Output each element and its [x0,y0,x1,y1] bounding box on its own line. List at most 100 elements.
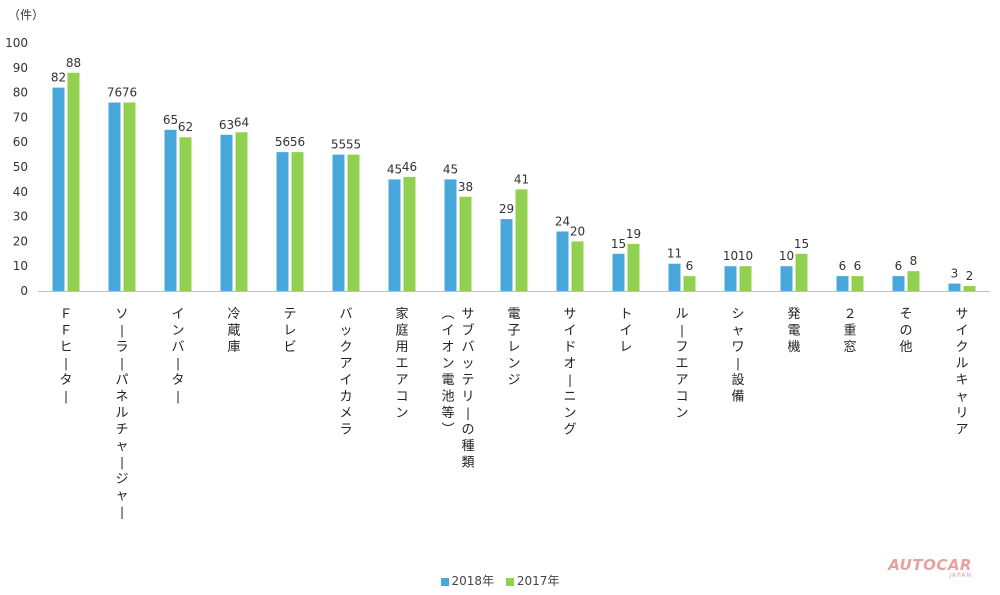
y-tick-label: 60 [13,135,28,149]
category-label: サイドオ|ニング [563,307,576,438]
data-label-2017: 6 [686,259,694,273]
bar-2018 [164,129,177,291]
bar-2017 [67,72,80,291]
y-tick-label: 40 [13,185,28,199]
data-label-2017: 8 [910,254,918,268]
data-label-2017: 38 [458,180,473,194]
data-label-2018: 29 [499,202,514,216]
bar-2017 [179,137,192,291]
bar-2017 [235,132,248,291]
data-label-2017: 76 [122,86,137,100]
data-label-2018: 10 [723,249,738,263]
y-tick-label: 90 [13,61,28,75]
bar-series [52,72,976,292]
data-label-2017: 64 [234,115,249,129]
y-tick-label: 0 [20,284,28,298]
y-tick-label: 30 [13,210,28,224]
category-label: トイレ [619,307,632,355]
bar-2018 [444,179,457,291]
category-labels: ＦＦヒ|タ| ソ|ラ|パネルチャ|ジャ| インバ|タ| 冷蔵庫 テレビ バックアイカメラ 家… [59,306,968,519]
bar-2017 [459,196,472,291]
bar-2018 [780,266,793,291]
category-label: ソ|ラ|パネルチャ|ジャ| [115,307,128,519]
data-label-2017: 2 [966,269,974,283]
category-label: 発電機 [787,307,800,355]
y-axis-unit-label: （件） [8,8,45,22]
legend-swatch-2018 [440,577,449,586]
data-label-2018: 56 [275,135,290,149]
bar-2018 [724,266,737,291]
y-tick-label: 70 [13,110,28,124]
category-label: 冷蔵庫 [227,307,240,355]
data-label-2018: 3 [951,267,959,281]
legend-label-2017: 2017年 [516,574,560,588]
category-label: ル|フエアコン [675,307,688,421]
data-label-2017: 46 [402,160,417,174]
bar-2017 [571,241,584,291]
data-label-2017: 19 [626,227,641,241]
data-label-2018: 15 [611,237,626,251]
bar-2018 [108,102,121,292]
category-label: ＦＦヒ|タ| [59,307,72,404]
data-label-2017: 56 [290,135,305,149]
y-tick-label: 20 [13,234,28,248]
category-label: シャワ|設備 [731,307,744,405]
bar-2018 [388,179,401,291]
category-label: ２重窓 [843,307,856,355]
category-label: テレビ [283,307,296,355]
bar-2018 [556,231,569,291]
legend-item-2017: 2017年 [505,572,560,589]
bar-2018 [948,283,961,291]
category-label: サブバッテリ|の種類 [461,307,474,471]
bar-2017 [739,266,752,291]
bar-2017 [403,176,416,291]
category-label: バックアイカメラ [339,307,352,438]
legend-item-2018: 2018年 [440,572,495,589]
data-label-2017: 15 [794,237,809,251]
bar-2018 [612,253,625,291]
bar-2018 [332,154,345,291]
category-label: 家庭用エアコン [395,306,408,421]
watermark-sub-text: JAPAN [949,572,972,579]
data-label-2017: 10 [738,249,753,263]
data-label-2018: 65 [163,113,178,127]
data-label-2017: 55 [346,138,361,152]
bar-2017 [907,271,920,291]
bar-2017 [627,243,640,291]
data-label-2018: 10 [779,249,794,263]
category-label: 電子レンジ [507,307,520,388]
y-tick-label: 10 [13,259,28,273]
data-label-2018: 45 [443,162,458,176]
data-label-2017: 62 [178,120,193,134]
bar-2018 [220,134,233,291]
bar-2018 [836,276,849,291]
watermark-logo-text: AUTOCAR [888,556,972,574]
data-label-2018: 6 [839,259,847,273]
category-label: インバ|タ| [171,307,184,404]
bar-2017 [347,154,360,291]
bar-2018 [276,152,289,291]
bar-2018 [52,87,65,291]
bar-2017 [291,152,304,291]
data-label-2018: 76 [107,86,122,100]
bar-2017 [795,253,808,291]
data-label-2018: 82 [51,71,66,85]
bar-2017 [683,276,696,291]
bar-2017 [515,189,528,291]
category-label: サイクルキャリア [955,307,968,438]
legend: 2018年 2017年 [0,572,1000,589]
bar-2017 [123,102,136,292]
bar-2018 [500,219,513,291]
bar-2018 [668,263,681,291]
data-label-2018: 24 [555,214,570,228]
data-label-2018: 11 [667,247,682,261]
y-axis-ticks: 0 10 20 30 40 50 60 70 80 90 100 [5,36,28,298]
data-label-2018: 6 [895,259,903,273]
bar-2017 [963,286,976,291]
legend-label-2018: 2018年 [451,574,495,588]
data-label-2017: 41 [514,172,529,186]
bar-2017 [851,276,864,291]
bar-2018 [892,276,905,291]
